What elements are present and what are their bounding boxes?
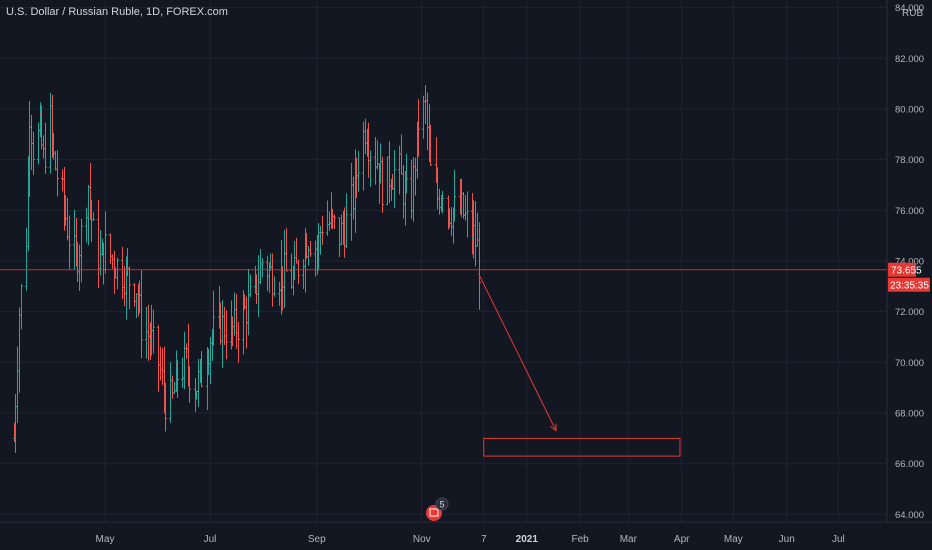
events-count-bubble — [435, 497, 449, 511]
interval[interactable]: 1D — [146, 6, 161, 18]
time-tick-label: Apr — [674, 534, 690, 545]
time-tick-label: Mar — [620, 534, 638, 545]
price-tick-label: 84.000 — [895, 3, 924, 14]
price-tick-label: 70.000 — [895, 358, 924, 369]
price-tick-label: 74.000 — [895, 257, 924, 268]
time-tick-label: Jul — [204, 534, 217, 545]
time-tick-label: Jun — [779, 534, 795, 545]
time-tick-label: 2021 — [516, 534, 539, 545]
price-tick-label: 72.000 — [895, 307, 924, 318]
time-tick-label: Sep — [308, 534, 326, 545]
time-tick-label: Jul — [832, 534, 845, 545]
target-rectangle[interactable] — [483, 437, 681, 457]
countdown-text: 23:35:35 — [890, 281, 929, 292]
price-tick-label: 64.000 — [895, 510, 924, 521]
trend-arrow-head[interactable] — [550, 423, 557, 432]
events-count: 5 — [440, 500, 445, 510]
last-price-label: 73.655 23:35:35 — [888, 262, 930, 292]
trend-arrow-line[interactable] — [478, 273, 557, 431]
grid-layer — [0, 0, 932, 523]
price-axis-currency[interactable]: RUB — [902, 8, 923, 19]
chart-title: U.S. Dollar / Russian Ruble, 1D, FOREX.c… — [6, 6, 228, 18]
symbol-name[interactable]: U.S. Dollar / Russian Ruble — [6, 6, 140, 18]
price-tick-label: 66.000 — [895, 459, 924, 470]
last-price-badge — [888, 262, 916, 277]
countdown-badge — [888, 277, 930, 292]
time-tick-label: 7 — [481, 534, 487, 545]
price-tick-label: 76.000 — [895, 206, 924, 217]
price-tick-label: 78.000 — [895, 155, 924, 166]
price-tick-label: 82.000 — [895, 54, 924, 65]
time-tick-label: Nov — [413, 534, 431, 545]
drawing-tools[interactable] — [0, 269, 887, 457]
events-badge[interactable]: 5 — [426, 497, 449, 521]
price-axis[interactable]: RUB 64.000 66.000 68.000 70.000 72.000 74.000… — [895, 3, 924, 521]
price-tick-label: 80.000 — [895, 104, 924, 115]
last-price-text: 73.655 — [891, 266, 922, 277]
price-bars — [13, 85, 481, 453]
time-tick-label: Feb — [572, 534, 590, 545]
time-tick-label: May — [724, 534, 743, 545]
exchange: FOREX.com — [166, 6, 228, 18]
price-tick-label: 68.000 — [895, 409, 924, 420]
calendar-icon-glyph — [429, 508, 439, 517]
time-tick-label: May — [96, 534, 115, 545]
time-axis[interactable]: May Jul Sep Nov 7 2021 Feb Mar Apr May Jun Jul — [96, 534, 845, 545]
